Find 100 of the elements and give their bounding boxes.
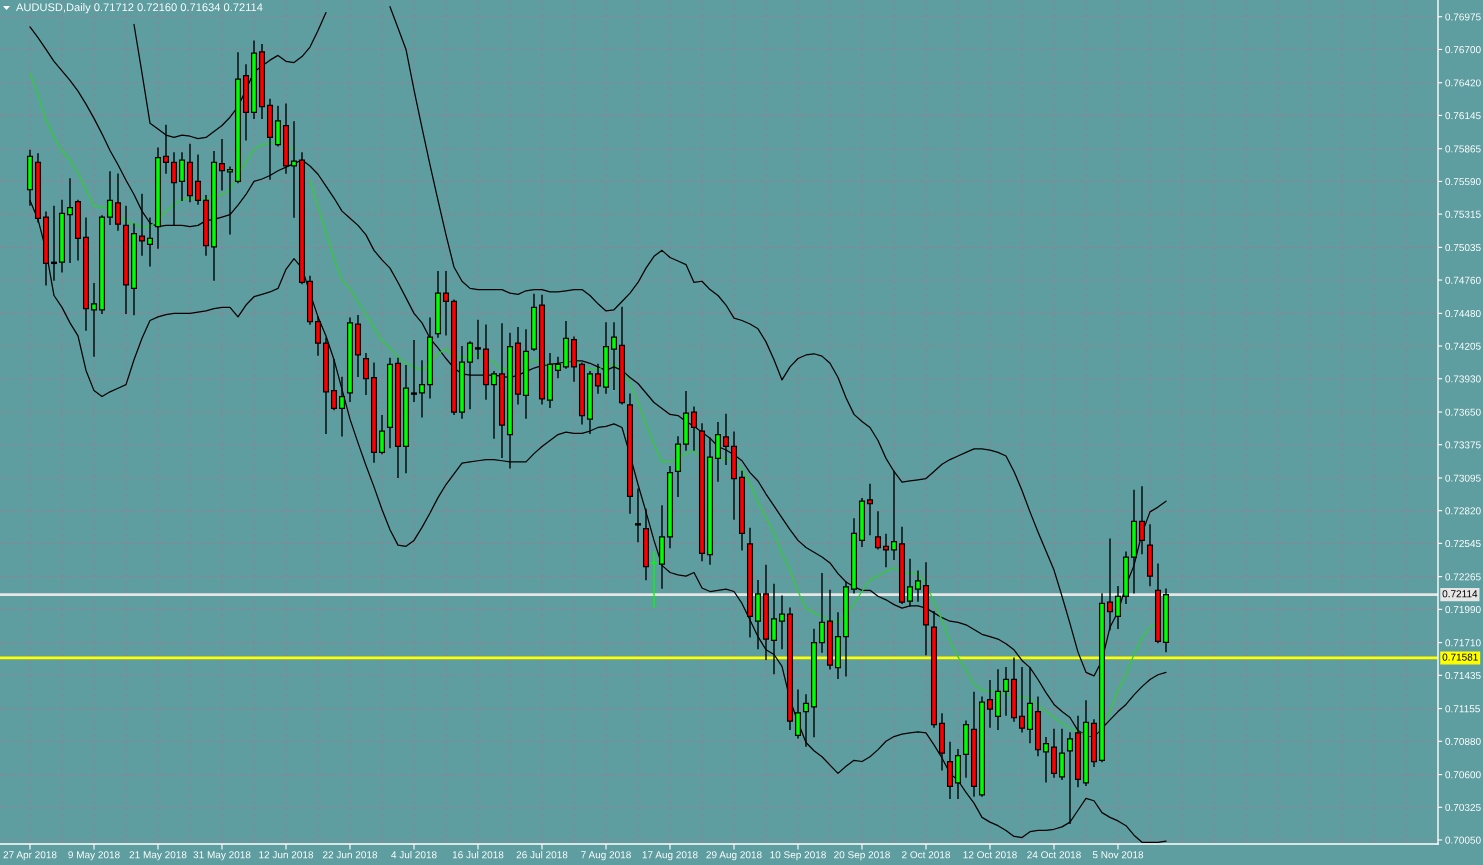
candlestick [650,551,658,608]
candlestick [410,339,418,403]
x-tick-label: 4 Jul 2018 [391,850,437,859]
candlestick [466,341,474,410]
candlestick [778,595,786,650]
y-tick-label: 0.73650 [1445,408,1481,416]
x-tick-label: 31 May 2018 [193,851,251,861]
candlestick [802,694,810,747]
candlestick [218,139,226,191]
x-tick-label: 9 May 2018 [68,851,120,861]
y-tick-label: 0.70600 [1445,771,1481,779]
candlestick [362,353,370,395]
x-tick-label: 20 Sep 2018 [834,851,890,861]
y-tick-label: 0.71990 [1445,605,1481,614]
x-tick-label: 5 Nov 2018 [1092,851,1144,859]
candlestick [1106,538,1114,631]
y-tick-label: 0.75590 [1445,178,1481,186]
candlestick [1018,666,1026,733]
candlestick [634,488,642,543]
candlestick [882,533,890,568]
candlestick [378,414,386,455]
candlestick [474,319,482,360]
candlestick [818,572,826,653]
candlestick [274,105,282,147]
candlestick [442,271,450,336]
candlestick [690,406,698,451]
candlestick [1066,732,1074,825]
x-tick-label: 10 Sep 2018 [770,851,826,861]
ref-line-label: 0.71581 [1442,653,1478,661]
candlestick [50,205,58,281]
y-tick-label: 0.72265 [1445,573,1481,581]
candlestick [1114,586,1122,630]
y-tick-label: 0.75315 [1445,210,1481,218]
candlestick [906,558,914,607]
candlestick [722,413,730,466]
candlestick [194,154,202,205]
x-tick-label: 27 Apr 2018 [3,851,57,861]
y-tick-label: 0.70880 [1445,737,1481,746]
y-tick-label: 0.71710 [1445,639,1481,647]
candlestick [594,363,602,394]
candlestick [330,359,338,411]
candlestick [106,171,114,225]
y-tick-label: 0.74480 [1445,309,1481,318]
y-tick-label: 0.70325 [1445,803,1481,811]
candlestick [866,483,874,536]
candlestick [66,178,74,263]
candlestick [1002,666,1010,716]
y-tick-label: 0.76975 [1445,13,1481,21]
candlestick [1058,728,1066,781]
y-tick-label: 0.73375 [1445,441,1481,449]
candlestick [418,360,426,418]
y-tick-label: 0.72820 [1445,507,1481,515]
candlestick [914,570,922,602]
x-tick-label: 21 May 2018 [129,851,187,861]
y-tick-label: 0.73930 [1445,375,1481,383]
candlestick [770,583,778,675]
candlestick [146,217,154,267]
y-tick-label: 0.74205 [1445,342,1481,350]
candlestick [986,679,994,728]
x-tick-label: 26 Jul 2018 [516,850,568,859]
candlestick [1138,486,1146,555]
x-tick-label: 16 Jul 2018 [452,850,504,859]
candlestick [714,422,722,482]
candlestick [610,322,618,391]
candlestick [874,511,882,550]
candlestick [490,370,498,439]
candlestick [290,121,298,218]
x-tick-label: 29 Aug 2018 [706,851,762,861]
candlestick [114,173,122,231]
candlestick [162,124,170,174]
candlestick [138,193,146,256]
candlestick [1042,737,1050,783]
candlestick [314,316,322,356]
y-tick-label: 0.71435 [1445,671,1481,680]
y-tick-label: 0.71155 [1445,705,1480,713]
ref-line-label: 0.72114 [1442,590,1478,598]
candlestick [178,152,186,202]
candlestick [338,376,346,437]
y-tick-label: 0.70050 [1445,836,1481,844]
x-tick-label: 12 Oct 2018 [963,851,1017,859]
y-tick-label: 0.73095 [1445,474,1481,482]
y-tick-label: 0.75035 [1445,244,1481,252]
candlestick [890,470,898,561]
y-tick-label: 0.72545 [1445,540,1481,548]
y-tick-label: 0.74760 [1445,276,1481,284]
candlestick [554,356,562,379]
candlestick [794,689,802,739]
x-tick-label: 24 Oct 2018 [1027,851,1081,859]
candlestick [226,166,234,235]
x-tick-label: 12 Jun 2018 [259,851,314,859]
x-tick-label: 17 Aug 2018 [642,851,698,861]
candlestick [170,152,178,227]
chart-title: AUDUSD,Daily 0.71712 0.72160 0.71634 0.72114 [16,3,263,14]
y-tick-label: 0.76145 [1445,112,1481,120]
y-tick-label: 0.75865 [1445,145,1481,153]
y-tick-label: 0.76700 [1445,46,1481,54]
x-tick-label: 7 Aug 2018 [581,851,631,861]
y-tick-label: 0.76420 [1445,79,1481,87]
candlestick [90,282,98,357]
x-tick-label: 2 Oct 2018 [902,851,951,859]
